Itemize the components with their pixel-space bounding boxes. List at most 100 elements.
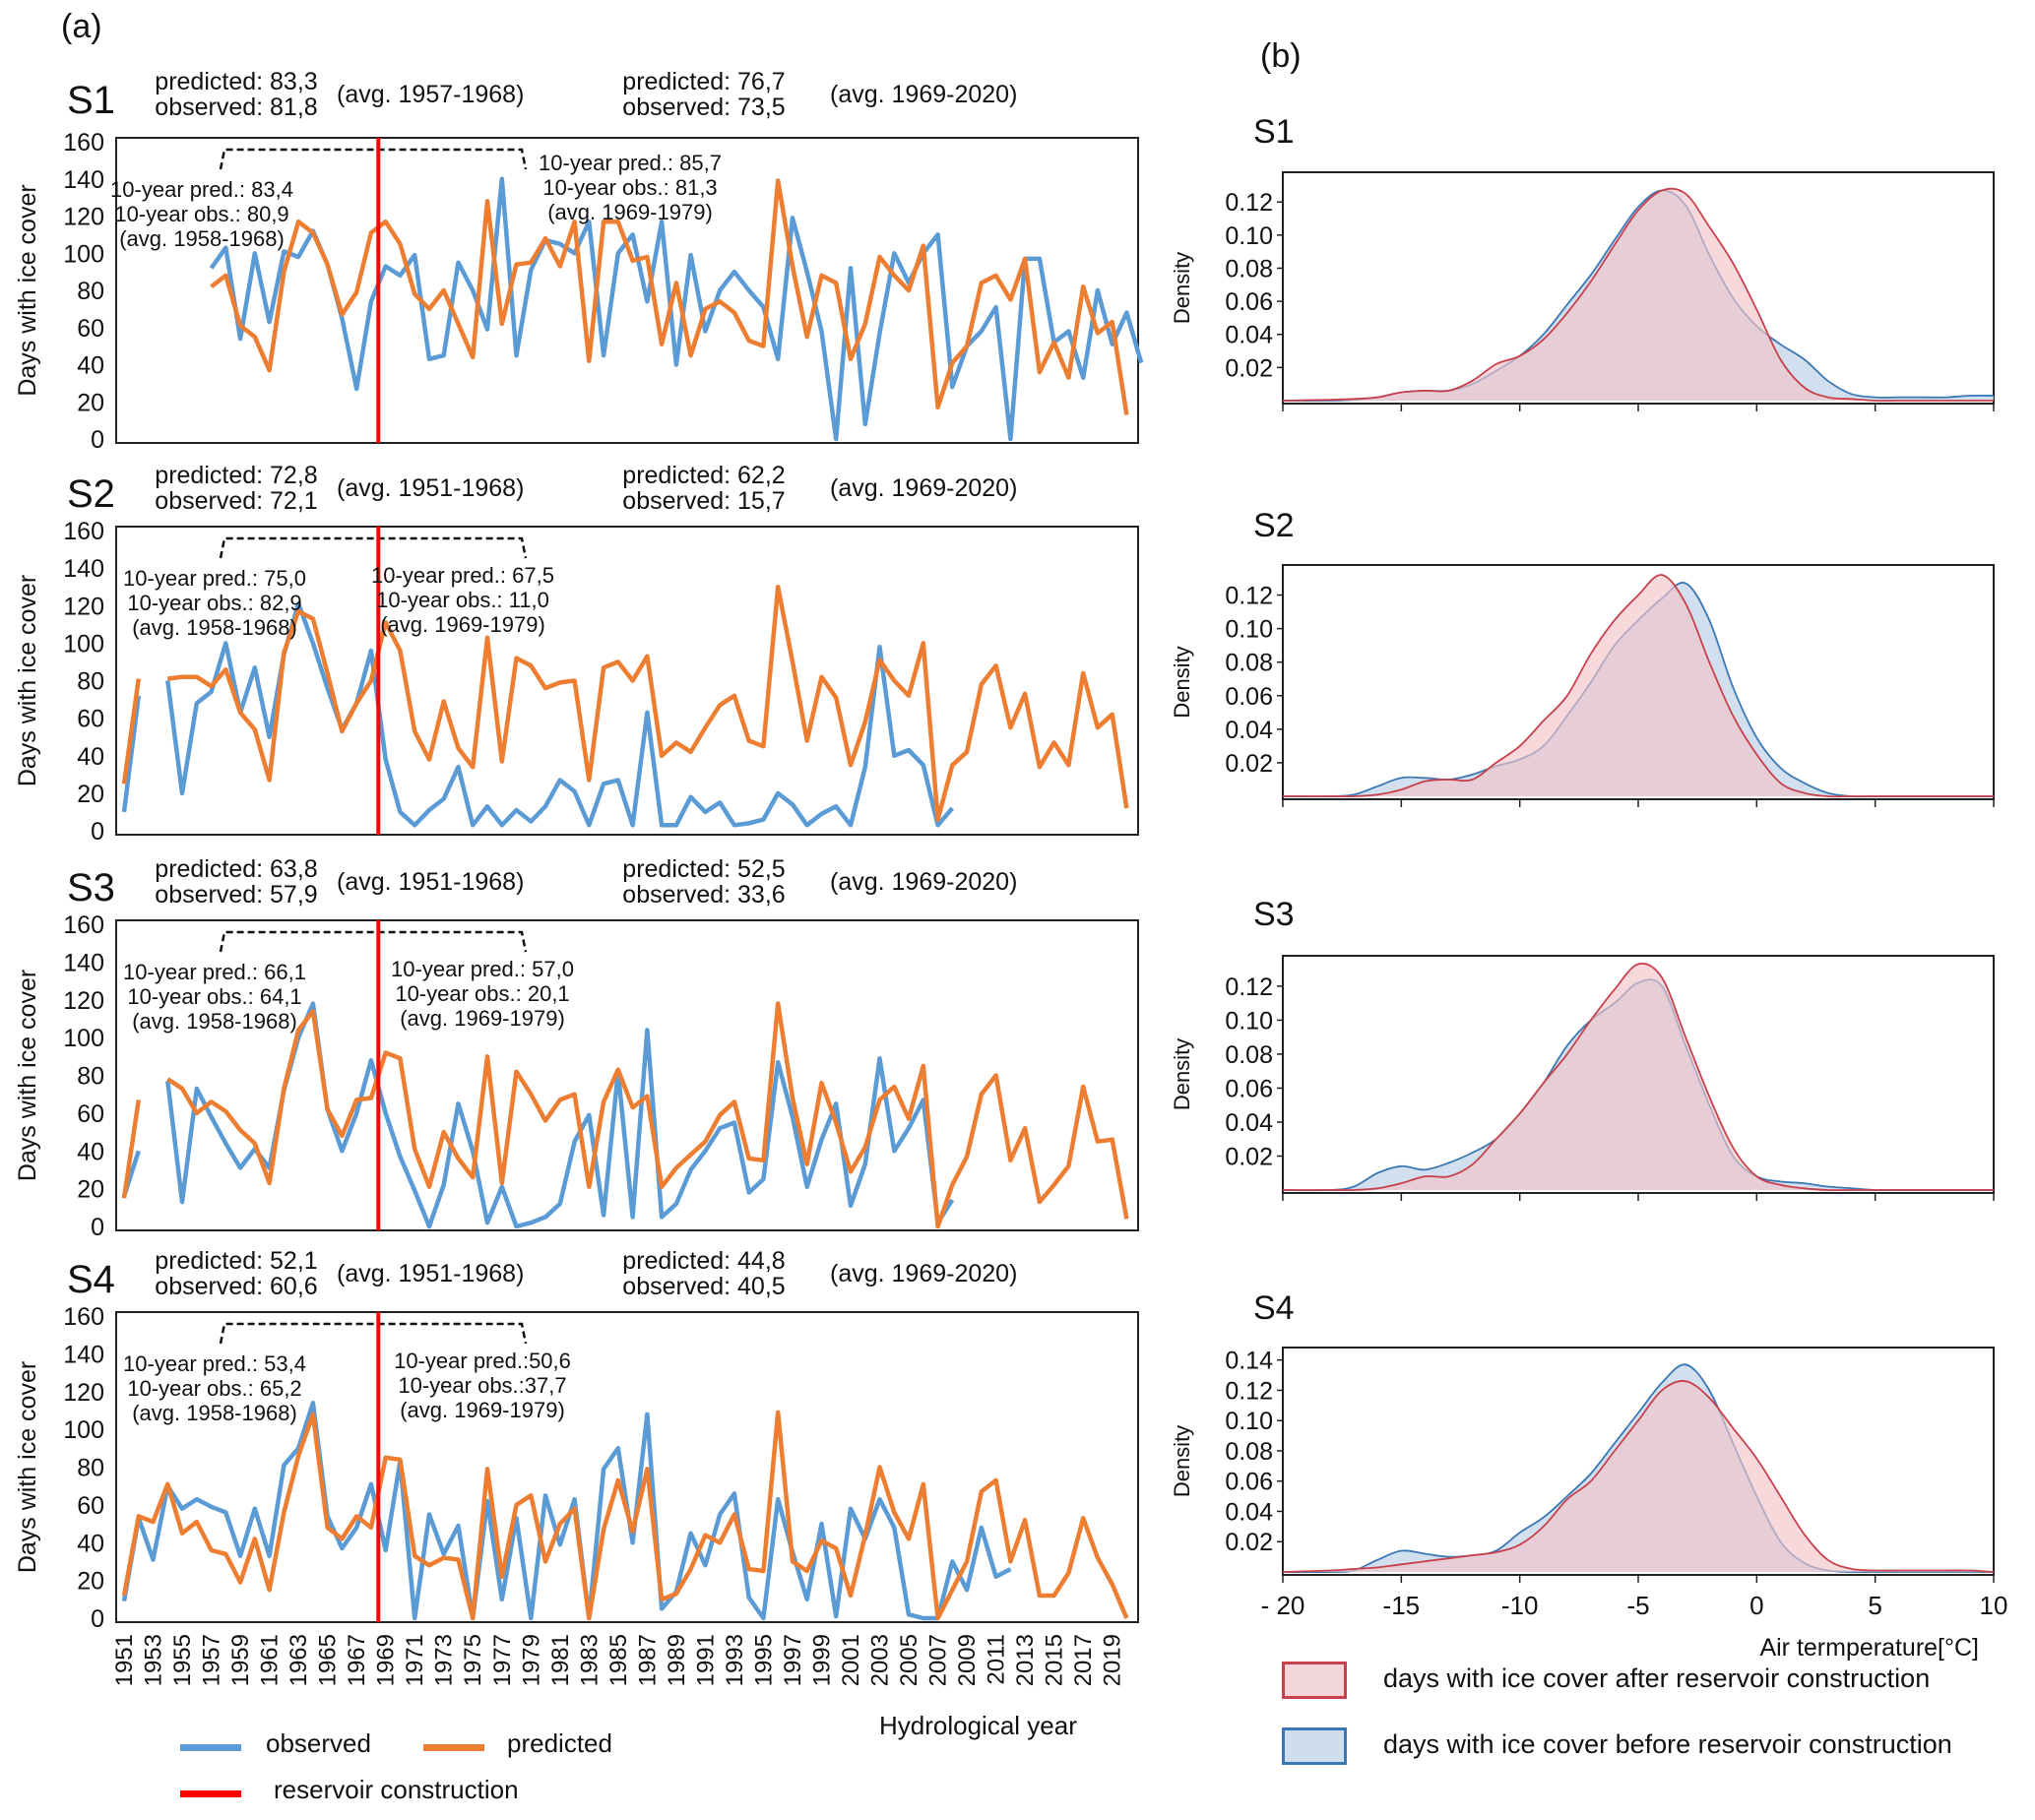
after-predicted: predicted: 76,7 — [622, 68, 786, 95]
before-predicted: predicted: 83,3 — [155, 68, 318, 95]
ten-year-after-text: 10-year pred.: 67,5 — [371, 563, 554, 588]
x-tick-label: 1983 — [576, 1634, 603, 1686]
ten-year-bracket — [219, 1322, 528, 1345]
x-tick-label: 1995 — [750, 1634, 777, 1686]
y-tick-label: 140 — [63, 1341, 104, 1368]
ten-year-bracket — [219, 930, 528, 953]
after-predicted: predicted: 52,5 — [622, 855, 786, 883]
y-tick-label: 0.10 — [1225, 1007, 1273, 1035]
y-tick-label: 60 — [77, 315, 104, 343]
x-tick-label: 1977 — [489, 1634, 516, 1686]
y-tick-label: 40 — [77, 1530, 104, 1557]
before-predicted: predicted: 72,8 — [155, 462, 318, 489]
density-chart-s1: S1 0.02 0.04 0.06 0.08 0.10 0.12 Density — [1170, 113, 1995, 411]
y-tick-label: 80 — [77, 668, 104, 696]
after-observed: observed: 33,6 — [622, 881, 786, 909]
density-y-axis-label: Density — [1170, 252, 1194, 324]
before-avg-period: (avg. 1951-1968) — [337, 474, 525, 502]
y-tick-label: 0.04 — [1225, 1498, 1273, 1526]
density-station-title: S1 — [1253, 113, 1295, 151]
predicted-series-line — [210, 178, 1129, 415]
x-tick-label: 2009 — [954, 1634, 981, 1686]
y-tick-label: 0.10 — [1225, 1408, 1273, 1435]
before-avg-period: (avg. 1957-1968) — [337, 81, 525, 108]
after-averages: predicted: 52,5 observed: 33,6 — [601, 856, 807, 908]
before-observed: observed: 60,6 — [155, 1273, 318, 1300]
density-y-axis-label: Density — [1170, 1425, 1194, 1497]
y-axis-label: Days with ice cover — [14, 184, 41, 396]
ten-year-after-text: 10-year obs.: 20,1 — [395, 981, 569, 1006]
y-axis-label: Days with ice cover — [14, 575, 41, 786]
after-density-area — [1283, 188, 1994, 402]
y-tick-label: 0.06 — [1225, 1075, 1273, 1102]
before-observed: observed: 72,1 — [155, 487, 318, 515]
after-predicted: predicted: 62,2 — [622, 462, 786, 489]
y-tick-label: 40 — [77, 352, 104, 380]
ten-year-bracket — [219, 148, 528, 170]
panel-b-label: (b) — [1260, 37, 1302, 75]
y-tick-label: 120 — [63, 987, 104, 1015]
after-averages: predicted: 76,7 observed: 73,5 — [601, 69, 807, 120]
y-tick-label: 20 — [77, 389, 104, 416]
ten-year-before-text: 10-year obs.: 82,9 — [127, 591, 301, 615]
x-tick-label: 1989 — [664, 1634, 690, 1686]
predicted-series-line — [121, 584, 1129, 822]
before-averages: predicted: 83,3 observed: 81,8 — [138, 69, 335, 120]
plot-frame — [115, 1311, 1139, 1623]
ten-year-after-text: 10-year pred.: 57,0 — [391, 957, 574, 981]
ten-year-after-text: 10-year obs.:37,7 — [398, 1373, 566, 1398]
y-tick-label: 80 — [77, 1455, 104, 1482]
y-tick-label: 80 — [77, 1063, 104, 1091]
x-tick-label: 2015 — [1042, 1634, 1068, 1686]
predicted-series-line — [121, 1001, 1129, 1229]
y-tick-label: 0.06 — [1225, 1469, 1273, 1496]
x-tick-label: 2019 — [1100, 1634, 1126, 1686]
x-tick-label: 1969 — [373, 1634, 400, 1686]
after-density-area — [1283, 963, 1994, 1191]
x-tick-label: 1981 — [547, 1634, 574, 1686]
ten-year-before-text: 10-year pred.: 53,4 — [123, 1351, 306, 1376]
ten-year-before-text: 10-year obs.: 64,1 — [127, 984, 301, 1009]
y-tick-label: 0.10 — [1225, 616, 1273, 644]
legend-before-swatch — [1282, 1727, 1347, 1765]
y-tick-label: 100 — [63, 240, 104, 268]
x-tick-label: 1979 — [518, 1634, 544, 1686]
after-avg-period: (avg. 1969-2020) — [830, 474, 1018, 502]
y-tick-label: 0.08 — [1225, 255, 1273, 282]
y-tick-label: 0 — [91, 426, 104, 454]
observed-series-line — [121, 1401, 1012, 1621]
y-tick-label: 60 — [77, 1100, 104, 1128]
x-tick-label: 2003 — [867, 1634, 894, 1686]
ten-year-before-text: (avg. 1958-1968) — [119, 226, 285, 251]
legend-after-label: days with ice cover after reservoir cons… — [1383, 1663, 1931, 1693]
legend-after-swatch — [1282, 1662, 1347, 1699]
after-avg-period: (avg. 1969-2020) — [830, 81, 1018, 108]
panel-b-density-charts: S10.020.040.060.080.100.12DensityS20.020… — [1170, 113, 2007, 1662]
legend-reservoir-label: reservoir construction — [274, 1775, 519, 1804]
after-density-area — [1283, 575, 1994, 797]
before-avg-period: (avg. 1951-1968) — [337, 868, 525, 896]
y-tick-label: 60 — [77, 1492, 104, 1520]
x-tick-label: 1973 — [431, 1634, 458, 1686]
station-name: S4 — [67, 1258, 115, 1301]
ten-year-before-text: 10-year pred.: 66,1 — [123, 960, 306, 984]
x-tick-label: -15 — [1383, 1591, 1421, 1620]
after-density-line — [1282, 963, 1994, 1192]
y-tick-label: 0.04 — [1225, 717, 1273, 744]
observed-series-line — [121, 601, 955, 828]
y-tick-label: 0.08 — [1225, 650, 1273, 677]
plot-frame — [115, 137, 1139, 444]
y-tick-label: 80 — [77, 278, 104, 305]
density-y-axis-label: Density — [1170, 1038, 1194, 1110]
y-tick-label: 0.06 — [1225, 683, 1273, 711]
plot-frame — [115, 919, 1139, 1231]
ten-year-after-text: (avg. 1969-1979) — [400, 1006, 565, 1031]
density-station-title: S4 — [1253, 1289, 1295, 1327]
y-tick-label: 0.12 — [1225, 583, 1273, 610]
y-axis-label: Days with ice cover — [14, 970, 41, 1181]
y-tick-label: 120 — [63, 593, 104, 620]
y-tick-label: 120 — [63, 204, 104, 231]
ten-year-after-text: 10-year pred.:50,6 — [394, 1349, 571, 1373]
density-x-axis-label: Air termperature[°C] — [1759, 1634, 1979, 1662]
x-tick-label: 1985 — [605, 1634, 632, 1686]
